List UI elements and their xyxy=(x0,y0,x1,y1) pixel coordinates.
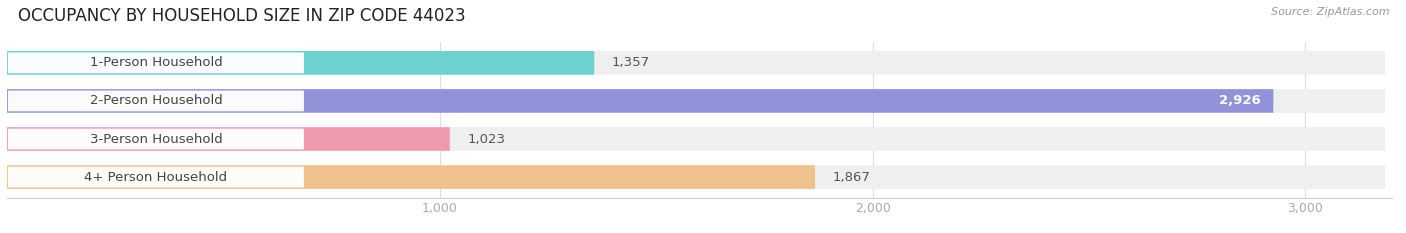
Text: OCCUPANCY BY HOUSEHOLD SIZE IN ZIP CODE 44023: OCCUPANCY BY HOUSEHOLD SIZE IN ZIP CODE … xyxy=(18,7,465,25)
FancyBboxPatch shape xyxy=(7,127,1385,151)
FancyBboxPatch shape xyxy=(7,51,595,75)
Text: 1,867: 1,867 xyxy=(832,171,870,184)
FancyBboxPatch shape xyxy=(8,167,304,188)
FancyBboxPatch shape xyxy=(7,89,1274,113)
Text: 1,023: 1,023 xyxy=(467,133,505,146)
FancyBboxPatch shape xyxy=(7,165,815,189)
FancyBboxPatch shape xyxy=(7,127,450,151)
FancyBboxPatch shape xyxy=(8,52,304,73)
Text: Source: ZipAtlas.com: Source: ZipAtlas.com xyxy=(1271,7,1389,17)
FancyBboxPatch shape xyxy=(7,51,1385,75)
Text: 2-Person Household: 2-Person Household xyxy=(90,94,222,107)
Text: 4+ Person Household: 4+ Person Household xyxy=(84,171,228,184)
Text: 1-Person Household: 1-Person Household xyxy=(90,56,222,69)
Text: 2,926: 2,926 xyxy=(1219,94,1260,107)
FancyBboxPatch shape xyxy=(7,89,1385,113)
Text: 3-Person Household: 3-Person Household xyxy=(90,133,222,146)
FancyBboxPatch shape xyxy=(8,91,304,111)
FancyBboxPatch shape xyxy=(8,129,304,149)
Text: 1,357: 1,357 xyxy=(612,56,650,69)
FancyBboxPatch shape xyxy=(7,165,1385,189)
